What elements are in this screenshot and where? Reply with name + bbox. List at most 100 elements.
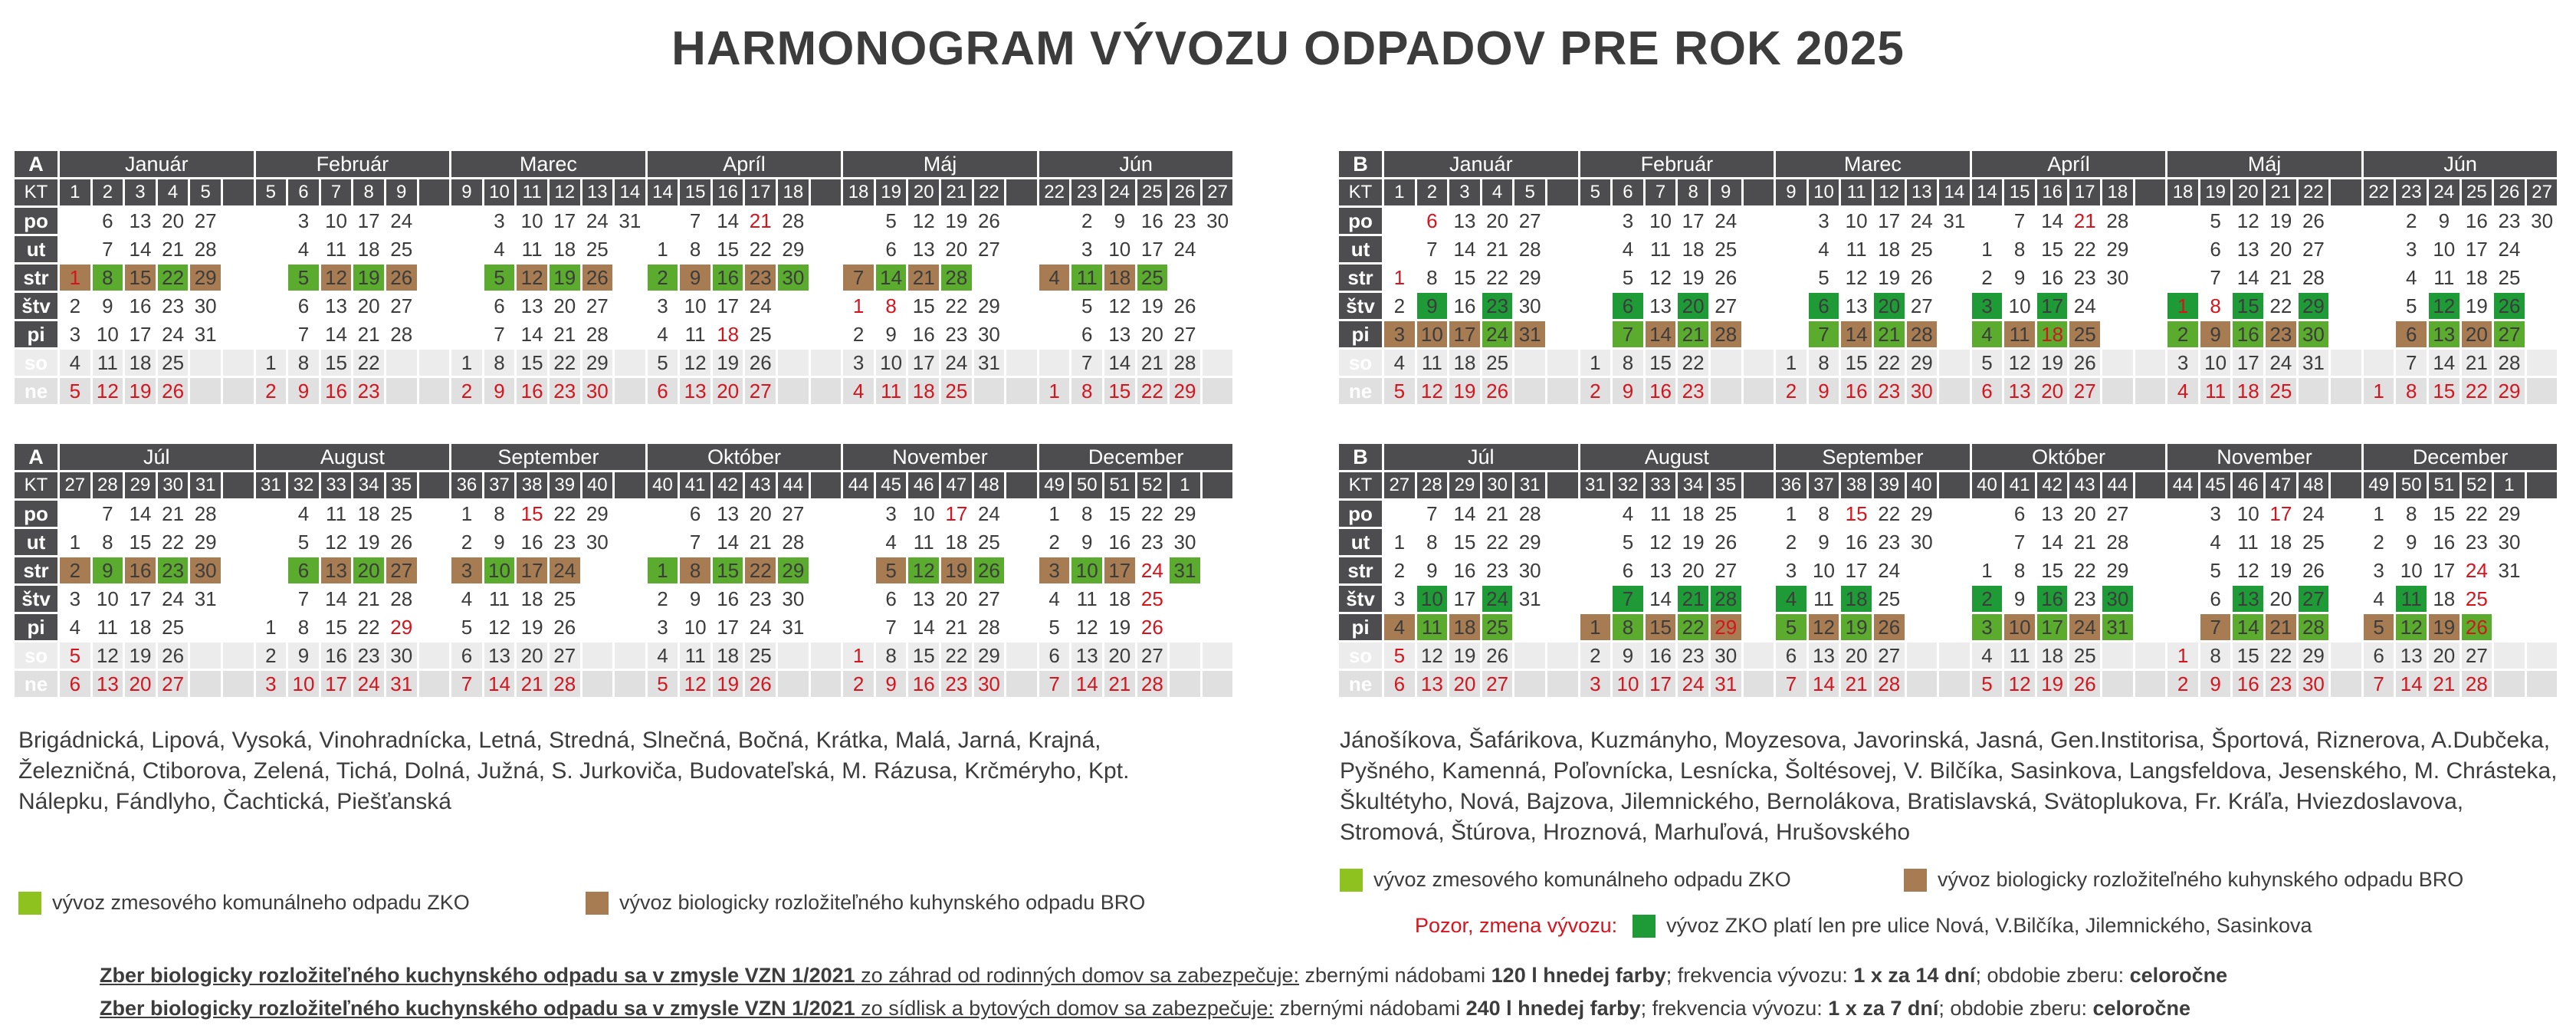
- zko-special-pickup-day: 10: [1416, 586, 1448, 612]
- week-number: 18: [778, 179, 809, 205]
- day-cell: 16: [517, 378, 547, 404]
- day-cell: 16: [1841, 378, 1872, 404]
- week-number: 20: [908, 179, 940, 205]
- day-cell: 2: [2405, 209, 2417, 232]
- day-cell: 11: [875, 378, 907, 404]
- week-number: 49: [1039, 472, 1070, 498]
- week-number: [1547, 179, 1578, 205]
- week-number: 13: [1906, 179, 1938, 205]
- day-cell: 20: [553, 294, 576, 317]
- day-cell: 1: [657, 237, 668, 261]
- week-number: 47: [2266, 472, 2296, 498]
- day-cell: 30: [2298, 671, 2329, 697]
- day-cell: 8: [2405, 501, 2417, 525]
- day-cell: [2102, 643, 2133, 669]
- day-cell: 14: [129, 237, 152, 261]
- day-cell: 8: [1818, 501, 1829, 525]
- day-cell: 23: [1878, 530, 1901, 554]
- day-cell: [2102, 350, 2133, 376]
- zko-pickup-day: 31: [1170, 557, 1200, 583]
- day-cell: 16: [2465, 209, 2488, 232]
- month-name: Jún: [1039, 151, 1233, 177]
- day-cell: 11: [913, 530, 934, 554]
- day-cell: [1744, 293, 1774, 319]
- week-number: [1743, 179, 1774, 205]
- day-cell: 18: [717, 322, 740, 346]
- week-number: 46: [908, 472, 940, 498]
- day-cell: [1547, 350, 1578, 376]
- day-cell: [419, 557, 450, 583]
- day-cell: 20: [2036, 378, 2068, 404]
- day-cell: [223, 529, 254, 555]
- day-cell: 1: [1981, 558, 1993, 582]
- week-number: 19: [875, 179, 907, 205]
- day-cell: [223, 208, 254, 234]
- bro-pickup-day: 8: [680, 557, 710, 583]
- day-cell: 3: [1818, 209, 1829, 232]
- day-cell: [1580, 586, 1611, 612]
- day-cell: [778, 378, 809, 404]
- day-cell: [1202, 378, 1233, 404]
- day-cell: [1203, 501, 1233, 527]
- day-cell: [1547, 557, 1578, 583]
- day-cell: [2167, 265, 2198, 291]
- zone-label: B: [1339, 151, 1382, 177]
- day-cell: [2135, 557, 2166, 583]
- day-cell: 25: [2302, 530, 2325, 554]
- day-cell: 20: [1841, 643, 1872, 669]
- zko-special-pickup-day: 21: [1678, 586, 1708, 612]
- zko-pickup-day: 12: [2396, 614, 2427, 640]
- day-cell: 10: [875, 350, 907, 376]
- day-cell: [582, 671, 613, 697]
- week-number: 34: [353, 472, 384, 498]
- day-cell: 24: [162, 322, 185, 346]
- zko-pickup-day: 31: [2102, 614, 2133, 640]
- day-cell: 8: [494, 501, 505, 525]
- day-row-pi: pi 4 11 18 25 1 8 15 22 29 5 12 19 26 3 10 17 24 31 7 14 21 28…: [15, 614, 1232, 640]
- week-number-row: KT 27 28 29 30 31 31 32 33 34 35 36 37 38 39 40 40 41 42 43…: [15, 472, 1233, 498]
- day-cell: 23: [749, 587, 772, 610]
- day-cell: 31: [1710, 671, 1741, 697]
- day-cell: 29: [582, 350, 613, 376]
- day-cell: 30: [977, 322, 1000, 346]
- week-number: 31: [255, 472, 287, 498]
- legend-bro-b: vývoz biologicky rozložiteľného kuhynské…: [1904, 868, 2463, 892]
- week-number: 41: [2004, 472, 2035, 498]
- day-cell: 17: [1845, 558, 1868, 582]
- bro-swatch: [586, 891, 609, 915]
- zko-pickup-day: 2: [2167, 321, 2198, 347]
- day-cell: [1744, 236, 1774, 262]
- day-cell: [1006, 614, 1037, 640]
- bro-pickup-day: 17: [1449, 321, 1480, 347]
- day-cell: 11: [1416, 350, 1448, 376]
- day-cell: [811, 293, 842, 319]
- week-number: 43: [2069, 472, 2101, 498]
- day-cell: 17: [1453, 587, 1476, 610]
- zko-special-pickup-day: 15: [2233, 293, 2264, 319]
- day-cell: [419, 614, 450, 640]
- day-cell: [2102, 321, 2133, 347]
- day-cell: 3: [255, 671, 287, 697]
- zko-pickup-day: 21: [1873, 321, 1905, 347]
- day-row-štv: štv 2 9 16 23 30 6 13 20 27 6 13 20 27 3 10 17 24 1 8 15 22 29…: [15, 293, 1232, 319]
- bro-pickup-day: 23: [2266, 321, 2296, 347]
- day-row-po: po 6 13 20 27 3 10 17 24 3 10 17 24 31 7 14 21 28 5 12 19 26 2…: [1339, 208, 2557, 234]
- day-cell: 8: [1613, 350, 1643, 376]
- zko-pickup-day: 12: [908, 557, 940, 583]
- zko-special-pickup-day: 18: [1841, 586, 1872, 612]
- day-cell: [615, 321, 645, 347]
- day-row-str: str 2 9 16 23 30 6 13 20 27 3 10 17 24 1 8 15 22 29 5 12 19 26…: [1339, 557, 2557, 583]
- week-number: 37: [1808, 472, 1839, 498]
- day-cell: [1744, 265, 1774, 291]
- day-label: so: [15, 643, 57, 669]
- day-cell: 6: [2013, 501, 2026, 525]
- day-cell: 11: [97, 615, 118, 639]
- zko-special-pickup-day: 17: [2036, 293, 2068, 319]
- day-cell: 10: [684, 615, 707, 639]
- zko-pickup-day: 15: [712, 557, 743, 583]
- day-cell: 1: [255, 350, 287, 376]
- day-cell: 6: [451, 643, 482, 669]
- day-cell: 14: [2041, 209, 2064, 232]
- bro-pickup-day: 19: [941, 557, 972, 583]
- bro-pickup-day: 7: [2200, 614, 2231, 640]
